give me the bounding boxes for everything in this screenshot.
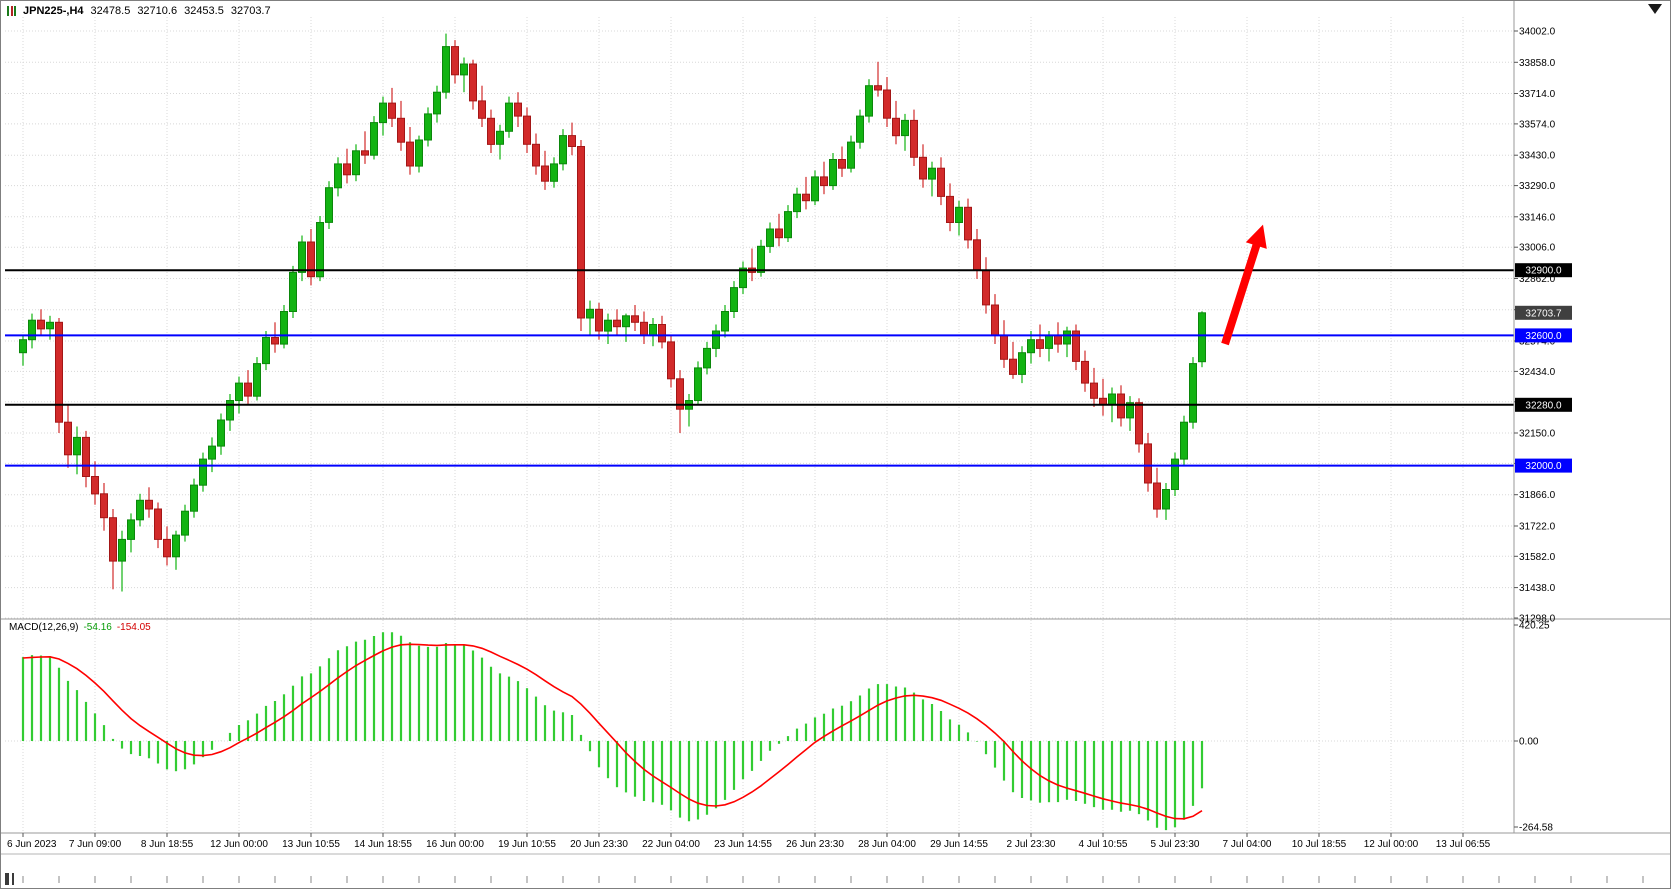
svg-text:2 Jul 23:30: 2 Jul 23:30 bbox=[1007, 839, 1056, 850]
svg-text:32703.7: 32703.7 bbox=[1525, 308, 1562, 319]
svg-text:33290.0: 33290.0 bbox=[1519, 181, 1556, 192]
time-axis[interactable]: 6 Jun 2023 7 Jun 09:00 8 Jun 18:55 12 Jun 0… bbox=[7, 833, 1491, 850]
svg-text:32900.0: 32900.0 bbox=[1525, 266, 1562, 277]
svg-text:4 Jul 10:55: 4 Jul 10:55 bbox=[1079, 839, 1128, 850]
svg-text:13 Jun 10:55: 13 Jun 10:55 bbox=[282, 839, 340, 850]
svg-text:32862.0: 32862.0 bbox=[1519, 274, 1556, 285]
svg-text:33574.0: 33574.0 bbox=[1519, 119, 1556, 130]
svg-text:7 Jun 09:00: 7 Jun 09:00 bbox=[69, 839, 122, 850]
svg-text:6 Jun 2023: 6 Jun 2023 bbox=[7, 839, 57, 850]
svg-text:12 Jun 00:00: 12 Jun 00:00 bbox=[210, 839, 268, 850]
svg-text:10 Jul 18:55: 10 Jul 18:55 bbox=[1292, 839, 1347, 850]
bottom-ruler-strip[interactable] bbox=[5, 873, 1644, 885]
svg-text:20 Jun 23:30: 20 Jun 23:30 bbox=[570, 839, 628, 850]
price-tag-32600.0: 32600.0 bbox=[1515, 328, 1572, 343]
svg-text:13 Jul 06:55: 13 Jul 06:55 bbox=[1436, 839, 1491, 850]
svg-text:33006.0: 33006.0 bbox=[1519, 243, 1556, 254]
price-tag-32280.0: 32280.0 bbox=[1515, 397, 1572, 412]
svg-text:33714.0: 33714.0 bbox=[1519, 89, 1556, 100]
price-tag-32703.7: 32703.7 bbox=[1515, 305, 1572, 320]
svg-text:12 Jul 00:00: 12 Jul 00:00 bbox=[1364, 839, 1419, 850]
svg-text:32280.0: 32280.0 bbox=[1525, 400, 1562, 411]
svg-text:19 Jun 10:55: 19 Jun 10:55 bbox=[498, 839, 556, 850]
svg-text:22 Jun 04:00: 22 Jun 04:00 bbox=[642, 839, 700, 850]
svg-text:32000.0: 32000.0 bbox=[1525, 461, 1562, 472]
svg-text:8 Jun 18:55: 8 Jun 18:55 bbox=[141, 839, 194, 850]
svg-text:14 Jun 18:55: 14 Jun 18:55 bbox=[354, 839, 412, 850]
close-value: 32703.7 bbox=[230, 5, 271, 17]
price-axis[interactable]: 34002.0 33858.0 33714.0 33574.0 33430.0 33290… bbox=[1514, 27, 1572, 834]
svg-text:32434.0: 32434.0 bbox=[1519, 367, 1556, 378]
svg-text:32150.0: 32150.0 bbox=[1519, 429, 1556, 440]
price-tag-32900.0: 32900.0 bbox=[1515, 263, 1572, 278]
macd-signal-line bbox=[22, 643, 1203, 820]
macd-name: MACD(12,26,9) bbox=[9, 622, 79, 633]
symbol-period-label: JPN225-,H4 bbox=[23, 5, 84, 17]
macd-indicator-label: MACD(12,26,9) -54.16 -154.05 bbox=[9, 622, 151, 633]
svg-text:23 Jun 14:55: 23 Jun 14:55 bbox=[714, 839, 772, 850]
up-arrow-annotation[interactable] bbox=[1221, 224, 1267, 346]
candlestick-chart-icon bbox=[7, 6, 16, 16]
svg-text:0.00: 0.00 bbox=[1519, 737, 1539, 748]
gridlines bbox=[5, 17, 1514, 833]
svg-text:31866.0: 31866.0 bbox=[1519, 490, 1556, 501]
macd-main-value: -54.16 bbox=[83, 622, 112, 633]
svg-text:26 Jun 23:30: 26 Jun 23:30 bbox=[786, 839, 844, 850]
price-tag-32000.0: 32000.0 bbox=[1515, 458, 1572, 473]
low-value: 32453.5 bbox=[184, 5, 224, 17]
svg-text:31438.0: 31438.0 bbox=[1519, 583, 1556, 594]
svg-text:31722.0: 31722.0 bbox=[1519, 522, 1556, 533]
svg-text:33146.0: 33146.0 bbox=[1519, 212, 1556, 223]
open-value: 32478.5 bbox=[90, 5, 131, 17]
svg-text:31582.0: 31582.0 bbox=[1519, 552, 1556, 563]
svg-text:7 Jul 04:00: 7 Jul 04:00 bbox=[1223, 839, 1272, 850]
candles-layer bbox=[19, 33, 1206, 592]
chart-shift-marker-icon[interactable] bbox=[1648, 4, 1662, 14]
svg-text:34002.0: 34002.0 bbox=[1519, 27, 1556, 38]
svg-text:420.25: 420.25 bbox=[1519, 621, 1550, 632]
svg-text:32600.0: 32600.0 bbox=[1525, 331, 1562, 342]
chart-ohlc-header: JPN225-,H4 32478.5 32710.6 32453.5 32703… bbox=[7, 5, 271, 17]
svg-text:33430.0: 33430.0 bbox=[1519, 151, 1556, 162]
high-value: 32710.6 bbox=[137, 5, 178, 17]
svg-text:16 Jun 00:00: 16 Jun 00:00 bbox=[426, 839, 484, 850]
svg-text:-264.58: -264.58 bbox=[1519, 823, 1553, 834]
svg-text:5 Jul 23:30: 5 Jul 23:30 bbox=[1151, 839, 1200, 850]
macd-signal-value: -154.05 bbox=[116, 622, 151, 633]
svg-text:29 Jun 14:55: 29 Jun 14:55 bbox=[930, 839, 988, 850]
svg-text:31298.0: 31298.0 bbox=[1519, 614, 1556, 625]
svg-text:33858.0: 33858.0 bbox=[1519, 58, 1556, 69]
bottom-left-marker bbox=[5, 873, 9, 885]
macd-pane bbox=[21, 632, 1204, 831]
svg-text:28 Jun 04:00: 28 Jun 04:00 bbox=[858, 839, 916, 850]
